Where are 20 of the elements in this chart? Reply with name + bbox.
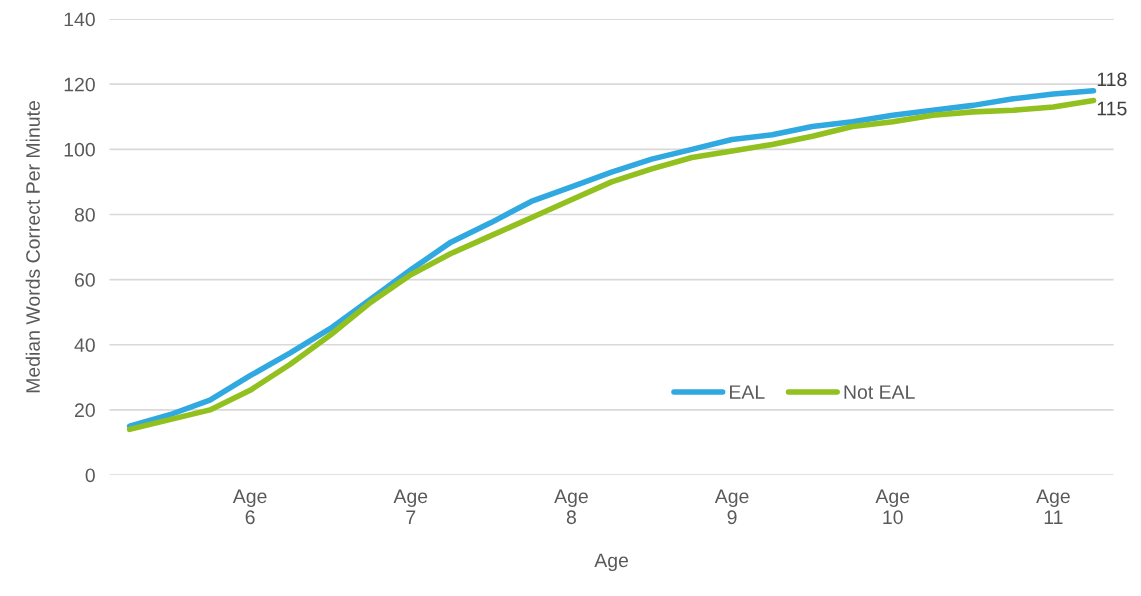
legend-label: EAL	[730, 385, 765, 399]
y-tick-label: 120	[64, 77, 95, 92]
y-tick-label: 0	[85, 468, 95, 483]
x-tick-label: Age 7	[393, 489, 428, 524]
y-tick-label: 60	[75, 273, 95, 287]
y-tick-label: 20	[75, 403, 95, 418]
y-tick-label: 80	[74, 207, 95, 222]
x-tick-label: Age 6	[232, 489, 267, 525]
x-tick-label: Age 10	[875, 489, 910, 525]
y-tick-label: 100	[64, 142, 95, 157]
x-tick-label: Age 9	[714, 489, 749, 525]
y-tick-label: 40	[74, 338, 95, 352]
x-axis-title: Age	[594, 553, 629, 572]
data-label: 118	[1097, 72, 1127, 87]
legend-label: Not EAL	[844, 385, 915, 399]
x-tick-label: Age 8	[554, 489, 588, 525]
y-tick-label: 140	[64, 12, 95, 27]
y-axis-title: Median Words Correct Per Minute	[25, 101, 40, 393]
x-tick-label: Age 11	[1036, 489, 1070, 524]
data-label: 115	[1097, 101, 1127, 116]
